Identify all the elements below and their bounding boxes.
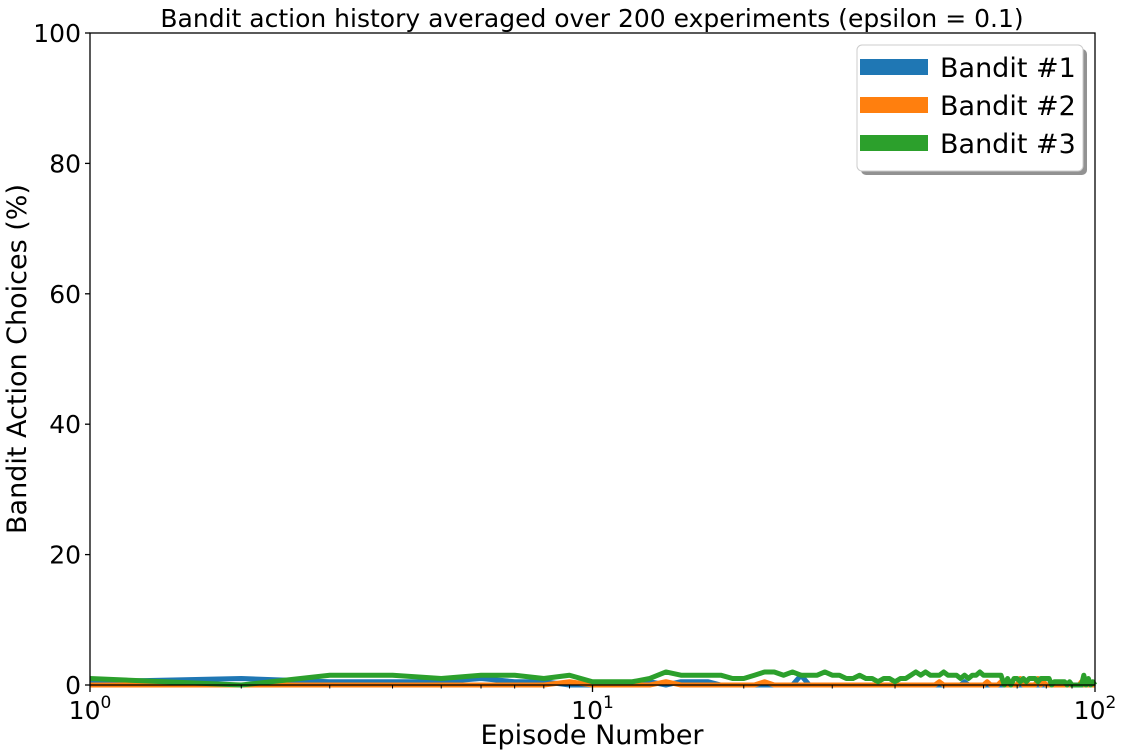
legend-label: Bandit #3	[940, 129, 1076, 160]
y-tick-label: 60	[49, 280, 81, 309]
x-tick-label: 100	[69, 693, 112, 725]
x-tick-label: 101	[571, 693, 614, 725]
legend-label: Bandit #1	[940, 53, 1076, 84]
series-line-3	[89, 669, 1098, 688]
x-tick-label: 102	[1074, 693, 1117, 725]
legend-swatch	[860, 135, 928, 151]
x-axis: 100 101 102	[69, 685, 1117, 725]
x-axis-label: Episode Number	[480, 720, 704, 751]
series-layer	[89, 669, 1098, 688]
y-tick-label: 100	[33, 19, 81, 48]
legend-swatch	[860, 97, 928, 113]
y-tick-label: 0	[65, 671, 81, 700]
y-axis: 0 20 40 60 80 100	[33, 19, 90, 700]
y-tick-label: 40	[49, 410, 81, 439]
chart-title: Bandit action history averaged over 200 …	[160, 4, 1023, 33]
y-tick-label: 80	[49, 149, 81, 178]
y-axis-label: Bandit Action Choices (%)	[2, 184, 33, 534]
legend-swatch	[860, 59, 928, 75]
legend: Bandit #1 Bandit #2 Bandit #3	[856, 44, 1087, 175]
y-tick-label: 20	[49, 541, 81, 570]
legend-label: Bandit #2	[940, 91, 1076, 122]
